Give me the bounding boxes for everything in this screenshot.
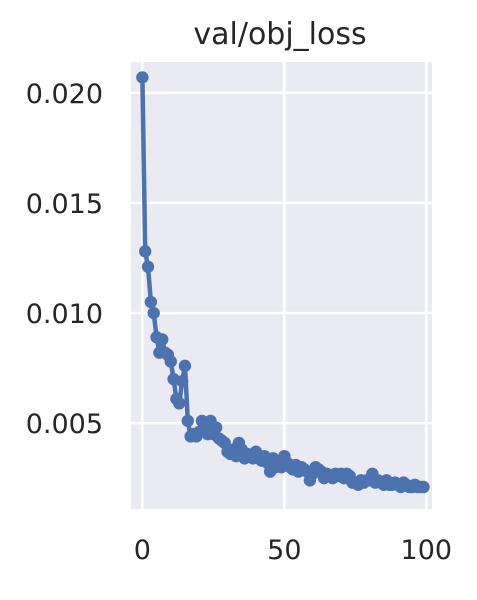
data-point xyxy=(145,296,157,308)
data-point xyxy=(142,261,154,273)
data-point xyxy=(165,355,177,367)
data-point xyxy=(179,360,191,372)
x-axis-tick-labels: 0 50 100 xyxy=(134,535,452,566)
y-tick-label: 0.020 xyxy=(26,79,103,110)
x-tick-label: 50 xyxy=(267,535,301,566)
y-axis-tick-labels: 0.005 0.010 0.015 0.020 xyxy=(26,79,103,440)
data-point xyxy=(136,71,148,83)
data-point xyxy=(210,421,222,433)
data-point xyxy=(176,375,188,387)
plot-area xyxy=(131,62,432,509)
chart-title: val/obj_loss xyxy=(193,17,366,52)
x-tick-label: 100 xyxy=(401,535,453,566)
y-tick-label: 0.010 xyxy=(26,299,103,330)
x-tick-label: 0 xyxy=(134,535,151,566)
data-point xyxy=(417,481,429,493)
data-point xyxy=(139,245,151,257)
y-tick-label: 0.005 xyxy=(26,409,103,440)
data-point xyxy=(156,333,168,345)
data-point xyxy=(148,307,160,319)
y-tick-label: 0.015 xyxy=(26,189,103,220)
data-point xyxy=(182,415,194,427)
data-point xyxy=(173,397,185,409)
